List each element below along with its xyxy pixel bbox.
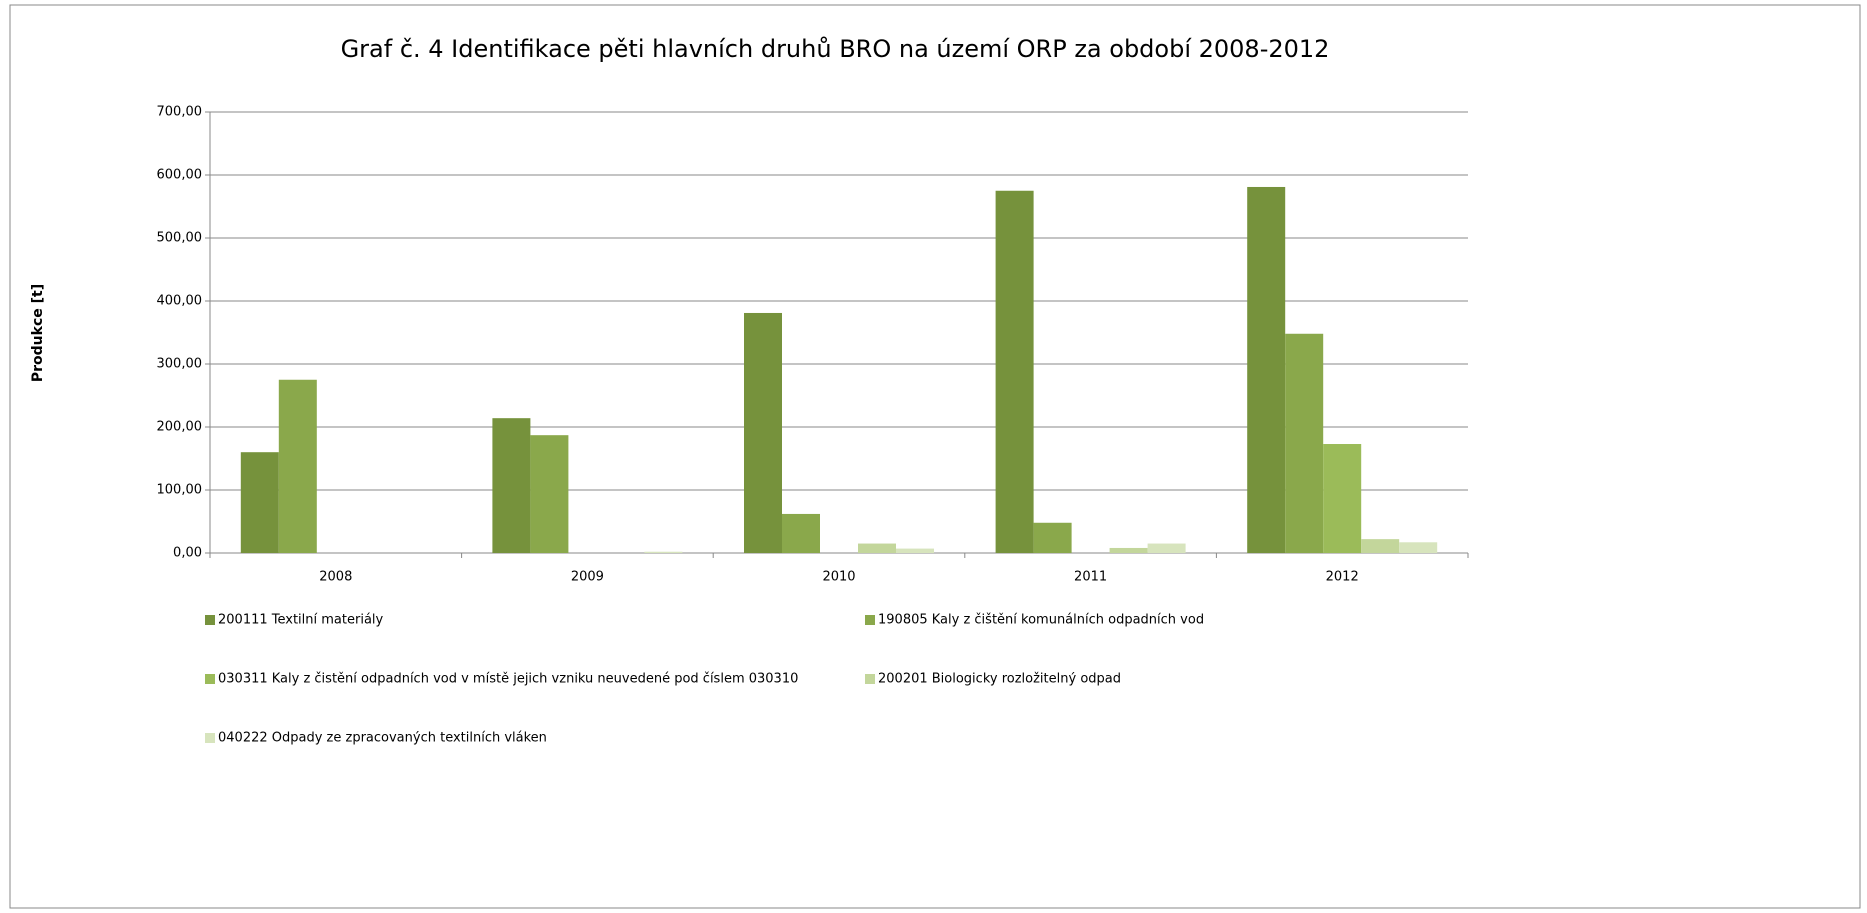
legend-label: 190805 Kaly z čištění komunálních odpadn… (878, 613, 1204, 628)
bar (530, 435, 569, 553)
x-tick-label: 2010 (822, 570, 855, 585)
bar (1147, 543, 1186, 553)
bar (492, 418, 531, 553)
legend-swatch (865, 674, 875, 684)
bar (240, 452, 279, 553)
legend-swatch (205, 615, 215, 625)
chart-frame (9, 4, 1861, 909)
y-tick-label: 200,00 (157, 420, 203, 435)
bar (995, 190, 1034, 553)
bar (1247, 186, 1286, 553)
legend-label: 200201 Biologicky rozložitelný odpad (878, 672, 1121, 687)
bar (1033, 522, 1072, 553)
bar (1323, 444, 1362, 553)
y-tick-label: 600,00 (157, 168, 203, 183)
y-tick-label: 700,00 (157, 105, 203, 120)
legend-label: 200111 Textilní materiály (218, 613, 384, 628)
y-axis-label: Produkce [t] (30, 284, 46, 382)
x-tick-label: 2012 (1326, 570, 1359, 585)
bar (896, 548, 934, 553)
x-tick-label: 2009 (571, 570, 604, 585)
bar (1361, 539, 1400, 553)
x-tick-label: 2008 (319, 570, 352, 585)
bar (644, 551, 683, 553)
y-tick-label: 400,00 (157, 294, 203, 309)
legend-label: 030311 Kaly z čistění odpadních vod v mí… (218, 672, 798, 687)
bar (278, 379, 317, 553)
bar (1109, 547, 1148, 553)
bar (1285, 333, 1324, 553)
legend-swatch (865, 615, 875, 625)
y-tick-label: 300,00 (157, 357, 203, 372)
bar (858, 543, 896, 553)
chart-title: Graf č. 4 Identifikace pěti hlavních dru… (341, 35, 1330, 63)
bar (782, 513, 820, 553)
y-tick-label: 0,00 (173, 546, 202, 561)
bar (1399, 542, 1438, 553)
legend-swatch (205, 733, 215, 743)
y-tick-label: 500,00 (157, 231, 203, 246)
legend-label: 040222 Odpady ze zpracovaných textilních… (218, 731, 547, 746)
y-tick-label: 100,00 (157, 483, 203, 498)
x-tick-label: 2011 (1074, 570, 1107, 585)
bar (744, 312, 782, 553)
legend-swatch (205, 674, 215, 684)
